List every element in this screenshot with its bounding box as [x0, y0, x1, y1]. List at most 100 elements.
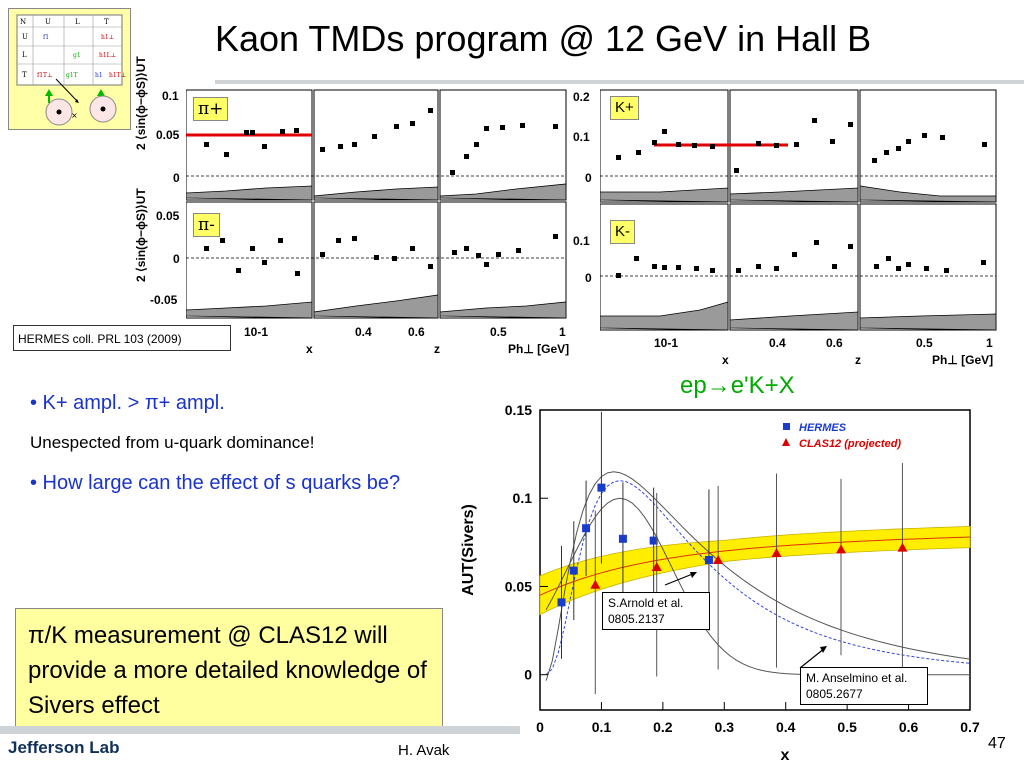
sivers-error-band [539, 526, 971, 616]
sivers-xtick-label: 0.2 [653, 719, 673, 735]
kaon-xtick: 1 [986, 336, 993, 350]
kaon-xtick: 0.4 [769, 336, 786, 350]
pion-xlabel: x [306, 342, 313, 356]
callout-box: π/K measurement @ CLAS12 will provide a … [15, 608, 443, 732]
annotation-anselmino: M. Anselmino et al. 0805.2677 [800, 667, 928, 705]
sivers-ytick-label: 0.1 [513, 490, 533, 506]
pion-xtick: 0.5 [490, 325, 507, 339]
pion-ytick: 0 [173, 171, 180, 185]
legend-hermes: HERMES [799, 422, 847, 434]
citation-box: HERMES coll. PRL 103 (2009) [13, 325, 231, 351]
kaon-xlabel: Ph⊥ [GeV] [932, 353, 994, 367]
pi-minus-tag: π- [193, 213, 220, 237]
pion-xlabel: z [434, 342, 440, 356]
annotation-arnold: S.Arnold et al. 0805.2137 [602, 592, 710, 630]
pion-ytick: -0.05 [150, 293, 178, 307]
sivers-ytick-label: 0 [524, 667, 532, 683]
kaon-xlabel: z [855, 353, 861, 367]
clas12-point [713, 555, 724, 564]
reaction-label: ep→e'K+X [680, 372, 795, 399]
pion-ytick: 0.05 [156, 128, 180, 142]
kaon-xtick: 0.6 [826, 336, 843, 350]
pion-ylabel-bottom: 2 ⟨sin(ϕ−ϕS)⟩UT [134, 188, 148, 282]
thumb-col-u: U [45, 18, 51, 26]
sivers-ytick-label: 0.05 [505, 578, 532, 594]
k-plus-points [616, 118, 987, 173]
thumb-col-t: T [104, 18, 109, 26]
hermes-pion-plots [185, 88, 568, 320]
sivers-ytick-label: 0.15 [505, 402, 532, 418]
thumb-cell-h1L: h1L⊥ [99, 52, 116, 59]
sivers-xlabel: x [781, 747, 790, 764]
sivers-xtick-label: 0.1 [592, 719, 612, 735]
sivers-axis-ticks: 0 0.1 0.2 0.3 0.4 0.5 0.6 0.7 0 0.05 0.1 0.15 [505, 402, 980, 735]
kaon-xlabel: x [722, 353, 729, 367]
hermes-point [569, 566, 578, 575]
footer-divider [0, 726, 520, 734]
thumb-col-l: L [75, 18, 80, 26]
jefferson-lab-logo: Jefferson Lab [8, 738, 120, 757]
hermes-point [557, 598, 566, 607]
kaon-ytick: 0 [585, 171, 592, 185]
pion-ytick: 0.1 [162, 89, 179, 103]
thumb-cell-g1T: g1T [66, 72, 78, 79]
sivers-chart: 0 0.1 0.2 0.3 0.4 0.5 0.6 0.7 0 0.05 0.1 0.15 AUT(S… [455, 395, 1000, 767]
clas12-point [897, 542, 908, 552]
cross-symbol: × [71, 111, 78, 120]
sivers-xtick-label: 0 [536, 719, 544, 735]
page-number: 47 [988, 735, 1006, 752]
k-minus-points [616, 240, 986, 278]
pion-xtick: 1 [559, 325, 566, 339]
legend-clas12: CLAS12 (projected) [799, 438, 901, 450]
title-divider [215, 80, 1024, 84]
sivers-xtick-label: 0.6 [899, 719, 919, 735]
k-plus-tag: K+ [610, 96, 639, 120]
thumb-cell-f1: f1 [43, 34, 49, 41]
kaon-xtick: 0.5 [916, 336, 933, 350]
pi-plus-tag: π+ [193, 97, 229, 121]
kaon-ytick: 0.1 [573, 234, 590, 248]
hermes-point [618, 534, 627, 543]
bullet-kaon-amplitude: • K+ ampl. > π+ ampl. [30, 392, 225, 414]
kaon-ytick: 0.2 [573, 90, 590, 104]
sivers-xtick-label: 0.3 [715, 719, 735, 735]
sivers-xtick-label: 0.7 [960, 719, 980, 735]
pion-ylabel-top: 2 ⟨sin(ϕ−ϕS)⟩UT [134, 56, 148, 150]
legend-marker-clas12 [782, 438, 790, 446]
thumb-row-t: T [22, 71, 27, 79]
clas12-point [836, 544, 846, 554]
kaon-xtick: 10-1 [654, 336, 679, 350]
hermes-kaon-plots [599, 88, 998, 332]
thumb-row-n: N [20, 18, 26, 26]
sivers-xtick-label: 0.5 [837, 719, 857, 735]
pion-ytick: 0.05 [156, 209, 180, 223]
thumb-cell-h1: h1 [95, 72, 103, 79]
clas12-point [651, 562, 662, 572]
legend-marker-hermes [783, 423, 790, 430]
pion-xtick: 10-1 [244, 325, 269, 339]
pi-minus-points [204, 234, 558, 276]
tmd-thumbnail: N U L T U L T f1 h1⊥ g1 h1L⊥ f1T⊥ g1T h1… [8, 8, 131, 130]
thumb-row-l: L [22, 51, 27, 59]
sivers-ylabel: AUT(Sivers) [460, 504, 477, 596]
sivers-xtick-label: 0.4 [776, 719, 796, 735]
slide-title: Kaon TMDs program @ 12 GeV in Hall B [215, 18, 872, 59]
hadron-sketch: × [45, 78, 117, 126]
hermes-point [597, 483, 606, 492]
bullet-note: Unespected from u-quark dominance! [30, 433, 315, 452]
pion-ytick: 0 [173, 252, 180, 266]
k-minus-tag: K- [610, 220, 635, 244]
bullet-s-quarks: • How large can the effect of s quarks b… [30, 472, 401, 494]
thumb-row-u: U [22, 33, 28, 41]
kaon-ytick: 0 [585, 271, 592, 285]
pion-xlabel: Ph⊥ [GeV] [508, 342, 570, 356]
thumb-cell-h1perp: h1⊥ [101, 34, 114, 41]
annotation-arrow-anselmino [799, 647, 826, 669]
pion-xtick: 0.6 [408, 325, 425, 339]
clas12-point [590, 579, 601, 589]
hermes-point [649, 536, 658, 545]
pi-plus-points [204, 108, 558, 175]
sivers-data-points [557, 411, 908, 695]
thumb-cell-h1T: h1T⊥ [109, 72, 126, 79]
pion-xtick: 0.4 [355, 325, 372, 339]
